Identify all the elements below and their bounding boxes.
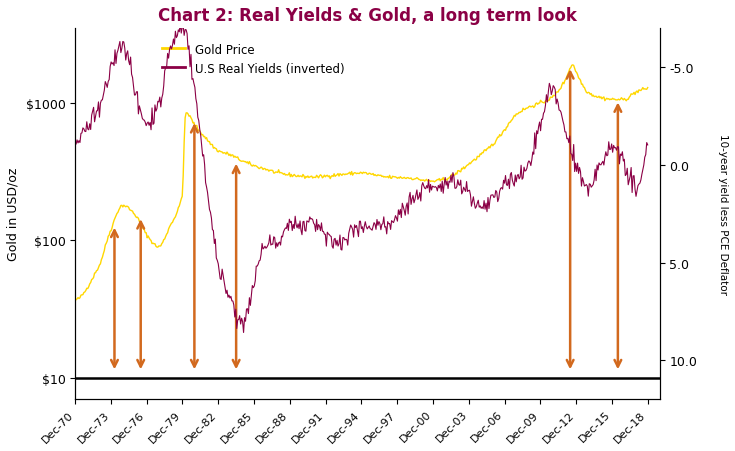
Title: Chart 2: Real Yields & Gold, a long term look: Chart 2: Real Yields & Gold, a long term… [158, 7, 577, 25]
Y-axis label: Gold in USD/oz: Gold in USD/oz [7, 168, 20, 261]
Legend: Gold Price, U.S Real Yields (inverted): Gold Price, U.S Real Yields (inverted) [157, 39, 349, 80]
Y-axis label: 10-year yield less PCE Deflator: 10-year yield less PCE Deflator [718, 134, 728, 295]
